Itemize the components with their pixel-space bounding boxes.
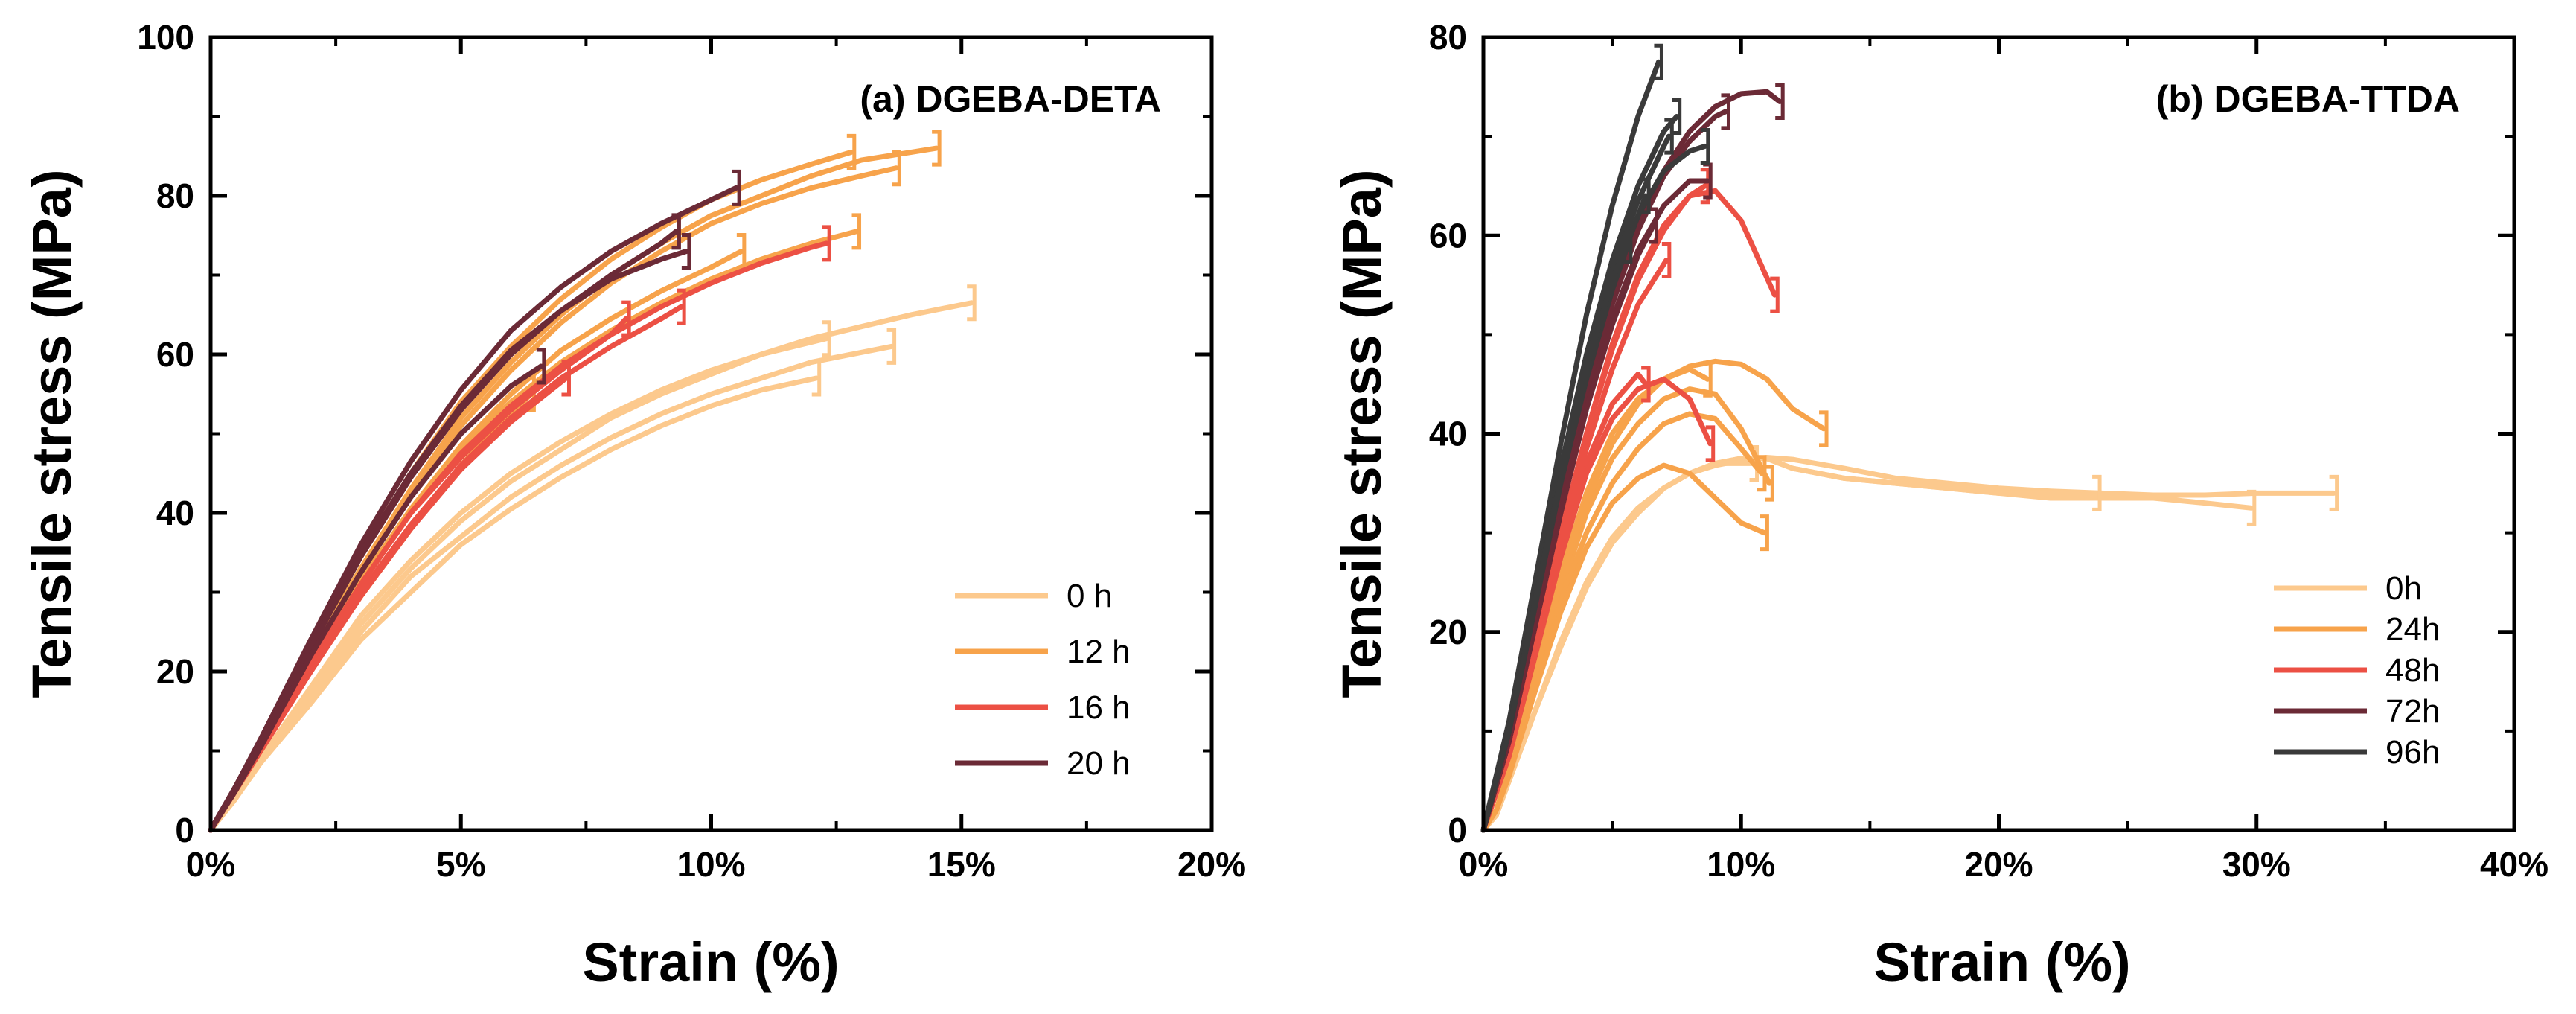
x-tick-label: 15% xyxy=(927,845,996,884)
series-1-curve-1 xyxy=(1480,386,1772,833)
series-1-break-marker-0 xyxy=(846,133,857,170)
series-0-break-marker-3 xyxy=(811,360,822,397)
y-axis-title: Tensile stress (MPa) xyxy=(1331,169,1393,698)
series-1-curve-4 xyxy=(208,249,744,833)
y-tick-label: 60 xyxy=(156,335,194,374)
series-3-break-marker-1 xyxy=(1721,93,1730,130)
series-3-break-marker-3 xyxy=(536,348,546,385)
series-1-break-marker-2 xyxy=(892,150,901,187)
series-2-break-marker-0 xyxy=(822,225,831,262)
series-1-curve-2 xyxy=(208,165,899,833)
series-2-break-marker-3 xyxy=(561,360,571,397)
chart-panel-a: 0% 5% 10% 15% 20% 0 20 40 60 80 100 Strain (%) Tensi… xyxy=(21,18,1246,993)
series-1-curve-3 xyxy=(208,229,859,833)
legend-label-2: 16 h xyxy=(1067,689,1131,726)
legend-label-1: 24h xyxy=(2385,611,2440,648)
legend-label-1: 12 h xyxy=(1067,634,1131,670)
series-2-break-marker-3 xyxy=(1700,168,1710,205)
series-0-break-marker-0 xyxy=(967,284,977,322)
y-tick-label: 20 xyxy=(156,652,194,691)
y-tick-label: 0 xyxy=(1448,811,1467,849)
series-1-break-marker-1 xyxy=(1765,465,1774,502)
y-axis-title: Tensile stress (MPa) xyxy=(21,169,83,698)
legend-label-0: 0h xyxy=(2385,570,2422,607)
series-0-break-marker-1 xyxy=(822,320,831,357)
series-1-break-marker-3 xyxy=(851,213,862,250)
y-tick-label: 100 xyxy=(137,18,194,57)
series-3-break-marker-0 xyxy=(1775,83,1785,121)
x-tick-label: 10% xyxy=(677,845,745,884)
series-2-break-marker-2 xyxy=(1705,425,1716,462)
series-4-break-marker-0 xyxy=(1654,43,1663,80)
x-tick-label: 30% xyxy=(2222,845,2291,884)
x-tick-label: 20% xyxy=(1177,845,1246,884)
series-0-curve-0 xyxy=(1480,455,2337,833)
x-tick-label: 0% xyxy=(186,845,235,884)
series-0-break-marker-2 xyxy=(886,328,897,365)
series-0-curve-0 xyxy=(208,300,974,833)
series-1-break-marker-4 xyxy=(736,233,747,270)
series-1-curve-0 xyxy=(208,149,854,833)
x-axis-title: Strain (%) xyxy=(582,931,839,993)
panel-title: (b) DGEBA-TTDA xyxy=(2156,78,2460,120)
legend-label-3: 20 h xyxy=(1067,745,1131,782)
x-axis-title: Strain (%) xyxy=(1873,931,2130,993)
series-2-break-marker-0 xyxy=(1770,276,1780,313)
legend-label-3: 72h xyxy=(2385,693,2440,730)
series-3-break-marker-2 xyxy=(1703,162,1713,200)
x-tick-label: 40% xyxy=(2480,845,2548,884)
series-4-curve-5 xyxy=(1480,143,1708,833)
series-3-break-marker-2 xyxy=(671,213,681,250)
x-tick-label: 5% xyxy=(436,845,485,884)
series-3-break-marker-3 xyxy=(1649,207,1659,244)
series-4-break-marker-2 xyxy=(1664,118,1674,155)
legend-label-4: 96h xyxy=(2385,734,2440,771)
series-2-break-marker-2 xyxy=(677,288,686,325)
chart-panel-b: 0% 10% 20% 30% 40% 0 20 40 60 80 Strain (%) Tensile… xyxy=(1331,18,2548,993)
plot-frame xyxy=(208,35,1214,832)
legend-label-0: 0 h xyxy=(1067,578,1112,614)
series-2-break-marker-4 xyxy=(1661,242,1672,279)
series-1-break-marker-1 xyxy=(932,130,942,167)
series-1-break-marker-3 xyxy=(1760,514,1769,552)
y-tick-label: 20 xyxy=(1429,613,1467,651)
legend-label-2: 48h xyxy=(2385,652,2440,689)
y-tick-label: 40 xyxy=(156,494,194,532)
y-tick-label: 80 xyxy=(156,176,194,215)
series-4-break-marker-1 xyxy=(1672,98,1682,135)
y-tick-label: 80 xyxy=(1429,18,1467,57)
series-4-break-marker-5 xyxy=(1700,127,1710,165)
series-4-break-marker-4 xyxy=(1623,227,1633,264)
x-tick-label: 20% xyxy=(1964,845,2033,884)
series-3-break-marker-0 xyxy=(732,169,741,206)
series-3-curve-1 xyxy=(208,249,689,833)
series-0-break-marker-0 xyxy=(2329,474,2339,511)
y-tick-label: 40 xyxy=(1429,415,1467,453)
series-2-curve-2 xyxy=(208,304,684,833)
x-tick-label: 0% xyxy=(1459,845,1508,884)
series-2-break-marker-1 xyxy=(621,300,631,337)
y-tick-label: 0 xyxy=(175,811,194,849)
series-1-break-marker-0 xyxy=(1819,410,1829,447)
series-0-curve-2 xyxy=(208,343,895,833)
series-2-curve-0 xyxy=(208,240,829,833)
series-3-break-marker-1 xyxy=(681,233,691,270)
series-0-curve-3 xyxy=(208,375,819,833)
series-1-curve-4 xyxy=(1480,366,1710,833)
series-0-break-marker-1 xyxy=(2246,489,2257,526)
series-3-curve-3 xyxy=(208,363,544,833)
panel-title: (a) DGEBA-DETA xyxy=(860,78,1161,120)
series-1-break-marker-4 xyxy=(1703,360,1713,398)
series-1-break-marker-2 xyxy=(1757,455,1767,492)
x-tick-label: 10% xyxy=(1707,845,1775,884)
series-0-break-marker-2 xyxy=(2092,474,2102,511)
y-tick-label: 60 xyxy=(1429,216,1467,255)
